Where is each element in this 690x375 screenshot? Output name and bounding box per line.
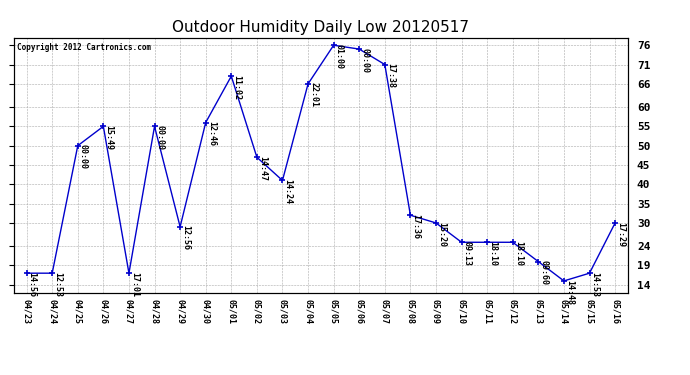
- Text: 09:60: 09:60: [540, 260, 549, 285]
- Text: 00:00: 00:00: [155, 125, 165, 150]
- Text: 17:38: 17:38: [386, 63, 395, 88]
- Text: 01:00: 01:00: [335, 44, 344, 69]
- Text: 17:29: 17:29: [616, 222, 625, 247]
- Text: 12:46: 12:46: [207, 121, 216, 146]
- Text: 12:53: 12:53: [53, 272, 62, 297]
- Title: Outdoor Humidity Daily Low 20120517: Outdoor Humidity Daily Low 20120517: [172, 20, 469, 35]
- Text: 14:24: 14:24: [284, 179, 293, 204]
- Text: 15:49: 15:49: [104, 125, 113, 150]
- Text: 14:48: 14:48: [565, 279, 574, 304]
- Text: 22:01: 22:01: [309, 82, 318, 108]
- Text: 00:00: 00:00: [79, 144, 88, 169]
- Text: 18:10: 18:10: [514, 241, 523, 266]
- Text: 00:00: 00:00: [360, 48, 369, 73]
- Text: 12:56: 12:56: [181, 225, 190, 251]
- Text: 11:02: 11:02: [233, 75, 241, 100]
- Text: 17:36: 17:36: [411, 214, 420, 239]
- Text: 17:01: 17:01: [130, 272, 139, 297]
- Text: 18:10: 18:10: [489, 241, 497, 266]
- Text: 15:20: 15:20: [437, 222, 446, 247]
- Text: 14:56: 14:56: [28, 272, 37, 297]
- Text: 14:53: 14:53: [591, 272, 600, 297]
- Text: 14:47: 14:47: [258, 156, 267, 181]
- Text: Copyright 2012 Cartronics.com: Copyright 2012 Cartronics.com: [17, 43, 151, 52]
- Text: 09:13: 09:13: [462, 241, 472, 266]
